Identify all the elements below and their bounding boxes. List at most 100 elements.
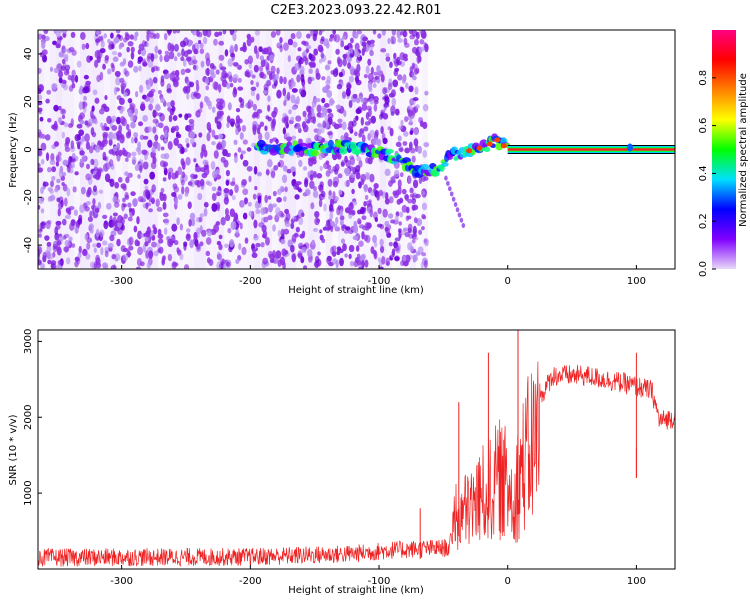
noise-speckle bbox=[323, 162, 329, 170]
noise-speckle bbox=[167, 238, 174, 248]
signal-blob bbox=[299, 142, 307, 147]
noise-speckle bbox=[411, 30, 418, 37]
noise-speckle bbox=[209, 62, 215, 69]
noise-speckle bbox=[421, 190, 426, 196]
noise-speckle bbox=[358, 181, 362, 189]
noise-speckle bbox=[326, 222, 331, 228]
noise-speckle bbox=[220, 75, 227, 82]
noise-speckle bbox=[358, 266, 364, 269]
noise-speckle bbox=[377, 33, 382, 39]
noise-speckle bbox=[171, 223, 178, 232]
noise-speckle bbox=[229, 82, 234, 88]
noise-speckle bbox=[125, 151, 132, 159]
noise-speckle bbox=[222, 30, 227, 35]
noise-speckle bbox=[347, 61, 352, 69]
noise-speckle bbox=[157, 233, 164, 239]
noise-speckle bbox=[364, 194, 369, 201]
noise-speckle bbox=[423, 141, 430, 148]
noise-speckle bbox=[216, 261, 222, 269]
noise-speckle bbox=[41, 34, 46, 40]
noise-speckle bbox=[360, 206, 365, 214]
noise-speckle bbox=[54, 232, 60, 241]
noise-speckle bbox=[124, 31, 129, 37]
snr-y-axis: 1000 2000 3000 bbox=[23, 329, 42, 506]
noise-speckle bbox=[172, 262, 179, 267]
noise-speckle bbox=[174, 75, 180, 82]
noise-speckle bbox=[76, 60, 82, 68]
noise-speckle bbox=[80, 32, 86, 40]
noise-speckle bbox=[369, 173, 375, 183]
noise-speckle bbox=[279, 76, 284, 85]
noise-speckle bbox=[122, 203, 127, 208]
noise-speckle bbox=[247, 100, 251, 109]
noise-speckle bbox=[49, 66, 54, 72]
noise-speckle bbox=[194, 179, 200, 186]
noise-speckle bbox=[215, 69, 220, 75]
y-tick-label: 2000 bbox=[23, 405, 34, 430]
noise-speckle bbox=[156, 206, 163, 212]
noise-speckle bbox=[342, 53, 348, 59]
noise-speckle bbox=[334, 163, 340, 172]
y-tick-label: -40 bbox=[23, 237, 34, 253]
noise-speckle bbox=[110, 115, 117, 122]
noise-speckle bbox=[253, 166, 258, 175]
noise-speckle bbox=[106, 202, 112, 210]
noise-speckle bbox=[253, 64, 259, 73]
noise-speckle bbox=[193, 158, 197, 163]
noise-speckle bbox=[413, 128, 419, 136]
noise-speckle bbox=[237, 147, 242, 153]
noise-speckle bbox=[329, 211, 334, 220]
noise-speckle bbox=[157, 142, 161, 152]
noise-speckle bbox=[229, 238, 235, 248]
noise-speckle bbox=[125, 131, 131, 139]
noise-speckle bbox=[277, 259, 282, 267]
y-tick-label: 1000 bbox=[23, 480, 34, 505]
noise-speckle bbox=[424, 90, 429, 96]
noise-speckle bbox=[127, 202, 132, 208]
noise-speckle bbox=[193, 92, 198, 97]
noise-speckle bbox=[38, 259, 42, 266]
noise-speckle bbox=[161, 258, 166, 266]
noise-speckle bbox=[94, 97, 100, 104]
noise-speckle bbox=[172, 115, 178, 122]
noise-speckle bbox=[389, 61, 393, 68]
noise-speckle bbox=[414, 67, 419, 75]
noise-speckle bbox=[284, 221, 291, 227]
noise-speckle bbox=[221, 139, 227, 149]
noise-speckle bbox=[89, 228, 94, 234]
noise-speckle bbox=[54, 187, 59, 193]
noise-speckle bbox=[147, 139, 153, 148]
noise-speckle bbox=[40, 208, 45, 214]
noise-speckle bbox=[276, 90, 282, 99]
noise-speckle bbox=[78, 101, 84, 110]
noise-speckle bbox=[258, 132, 263, 142]
noise-speckle bbox=[160, 146, 165, 151]
noise-speckle bbox=[338, 71, 344, 78]
noise-speckle bbox=[41, 49, 48, 56]
noise-speckle bbox=[262, 257, 269, 265]
noise-speckle bbox=[367, 81, 373, 91]
noise-speckle bbox=[355, 108, 362, 115]
noise-speckle bbox=[378, 266, 384, 269]
noise-speckle bbox=[124, 157, 129, 162]
noise-speckle bbox=[93, 119, 98, 125]
noise-speckle bbox=[62, 48, 68, 53]
noise-speckle bbox=[277, 162, 281, 168]
noise-speckle bbox=[122, 185, 127, 191]
signal-streak bbox=[455, 207, 460, 213]
noise-speckle bbox=[141, 40, 146, 48]
noise-speckle bbox=[90, 158, 95, 166]
noise-speckle bbox=[93, 185, 97, 192]
noise-speckle bbox=[359, 128, 365, 134]
noise-speckle bbox=[251, 243, 255, 250]
noise-speckle bbox=[373, 103, 378, 112]
noise-speckle bbox=[364, 121, 371, 126]
noise-speckle bbox=[274, 73, 279, 81]
noise-speckle bbox=[174, 197, 179, 206]
noise-speckle bbox=[409, 187, 414, 194]
noise-speckle bbox=[101, 139, 106, 148]
noise-speckle bbox=[420, 46, 425, 52]
noise-speckle bbox=[118, 149, 123, 157]
noise-speckle bbox=[91, 131, 97, 138]
noise-speckle bbox=[367, 58, 372, 66]
